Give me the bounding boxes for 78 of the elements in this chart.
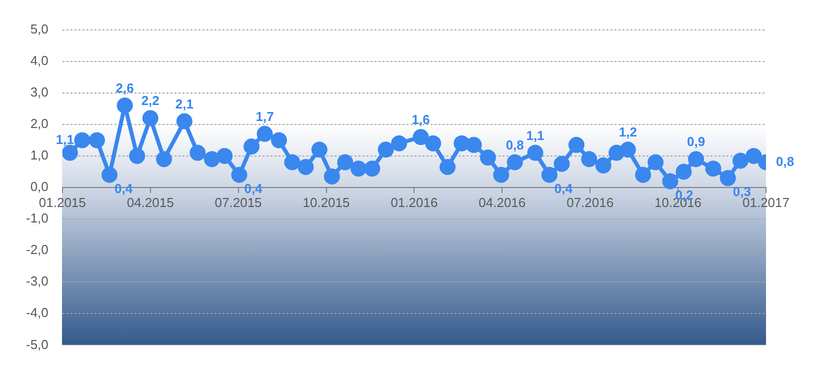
point — [378, 142, 394, 158]
point — [204, 151, 220, 168]
point — [705, 160, 722, 177]
data-label: 1,7 — [256, 108, 274, 124]
point — [337, 154, 354, 170]
y-tick-label: 5,0 — [30, 21, 48, 36]
point — [231, 166, 248, 183]
x-tick-label: 01.2016 — [390, 194, 438, 210]
point — [284, 154, 300, 170]
point — [480, 150, 496, 166]
data-label: 0,3 — [732, 184, 751, 200]
data-label: 1,1 — [526, 128, 544, 143]
point — [720, 170, 736, 186]
point — [190, 144, 206, 161]
y-tick-label: -1,0 — [26, 210, 48, 226]
point — [440, 159, 456, 175]
y-tick-label: 1,0 — [30, 148, 48, 163]
point — [635, 166, 652, 183]
data-label: 0,8 — [776, 154, 794, 169]
point — [102, 166, 118, 183]
data-label: 0,9 — [686, 134, 706, 150]
data-label: 2,6 — [116, 80, 134, 96]
point — [541, 166, 558, 183]
point — [676, 164, 692, 180]
point — [116, 97, 133, 114]
x-tick-label: 04.2015 — [126, 194, 174, 210]
point — [244, 138, 260, 154]
point — [581, 151, 598, 168]
point — [746, 148, 762, 164]
y-tick-label: -4,0 — [26, 305, 48, 320]
point — [608, 144, 625, 161]
point — [662, 173, 678, 190]
y-tick-label: 3,0 — [30, 84, 48, 100]
point — [311, 142, 328, 158]
point — [425, 135, 442, 152]
x-tick-label: 01.2015 — [38, 194, 86, 210]
point — [412, 129, 429, 146]
point — [298, 159, 314, 175]
y-tick-label: -2,0 — [26, 242, 48, 258]
point — [216, 148, 233, 164]
data-label: 1,1 — [56, 132, 74, 147]
point — [142, 110, 158, 126]
point — [688, 151, 704, 168]
point — [466, 136, 482, 153]
data-label: 2,2 — [141, 93, 160, 108]
point — [62, 144, 78, 161]
point — [527, 144, 544, 161]
data-label: 1,6 — [412, 112, 430, 128]
y-tick-label: 0,0 — [30, 179, 48, 194]
point — [493, 166, 510, 183]
data-label: 1,2 — [618, 124, 637, 140]
point — [129, 148, 146, 164]
point — [732, 152, 748, 169]
point — [620, 142, 636, 158]
x-tick-label: 10.2015 — [302, 194, 350, 210]
data-label: 0,8 — [506, 137, 524, 152]
point — [364, 160, 380, 177]
point — [595, 157, 612, 174]
x-tick-label: 07.2015 — [214, 194, 262, 210]
point — [454, 135, 470, 152]
data-label: 2,1 — [175, 96, 194, 112]
point — [350, 160, 366, 177]
y-tick-label: 2,0 — [30, 116, 48, 131]
y-tick-label: 4,0 — [30, 52, 48, 68]
point — [568, 136, 584, 153]
point — [176, 113, 192, 130]
y-tick-label: -5,0 — [26, 336, 48, 352]
point — [256, 126, 273, 142]
y-tick-label: -3,0 — [26, 274, 48, 289]
x-tick-label: 07.2016 — [566, 194, 614, 210]
x-tick-label: 04.2016 — [478, 194, 526, 210]
point — [324, 168, 340, 184]
point — [391, 135, 408, 152]
point — [506, 154, 523, 170]
point — [648, 154, 664, 170]
point — [270, 132, 287, 148]
point — [156, 151, 172, 168]
point — [554, 156, 570, 172]
